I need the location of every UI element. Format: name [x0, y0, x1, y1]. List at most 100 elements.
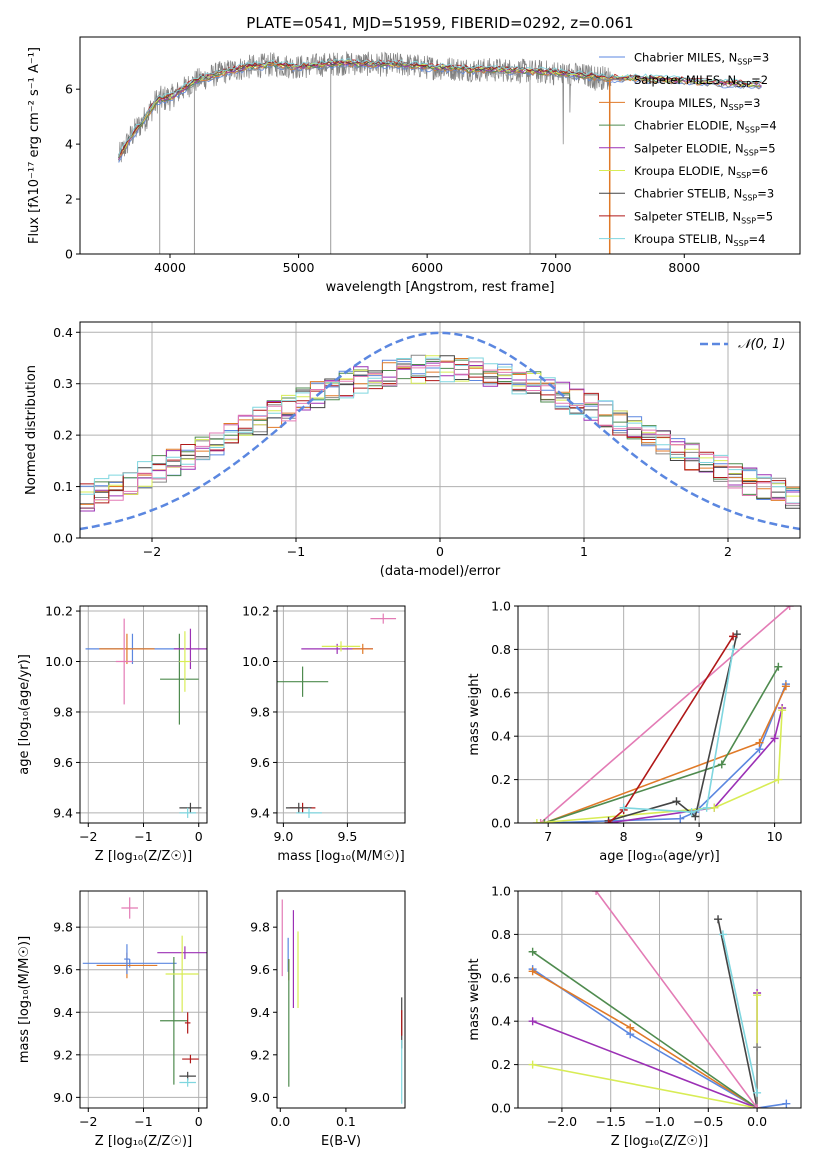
weight-point-marker: [619, 803, 628, 812]
x-tick-label: 9.0: [273, 829, 293, 844]
legend-label: Kroupa ELODIE, NSSP=6: [634, 164, 768, 180]
axes-frame: [517, 890, 802, 1109]
x-tick-label: 7000: [540, 260, 572, 275]
y-tick-label: 0.0: [491, 816, 511, 831]
weight-series-line: [623, 649, 734, 813]
plot-area: [277, 613, 397, 818]
axes-frame: [517, 605, 802, 824]
weight-point-marker: [729, 632, 738, 641]
weight-point-marker: [781, 682, 790, 691]
residual-histogram-panel: −2 −1 0 1 2 0.0 0.1 0.2 0.3 0.4 (data-model)/error…: [24, 321, 801, 579]
y-axis-label: Flux [fλ10⁻¹⁷ erg cm⁻² s⁻¹ A⁻¹]: [27, 47, 42, 244]
mass-vs-metallicity-panel: −2 −1 0 9.0 9.2 9.4 9.6 9.8 Z [log₁₀(Z/Z☉)] mass …: [17, 890, 208, 1149]
plot-area: [82, 897, 207, 1087]
legend-label: Chabrier ELODIE, NSSP=4: [634, 119, 777, 135]
y-tick-label: 9.4: [53, 1005, 73, 1020]
axes-frame: [79, 890, 208, 1109]
y-tick-label: 0.6: [491, 970, 511, 985]
weight-point-marker: [753, 1088, 762, 1097]
weight-point-marker: [691, 812, 700, 821]
plot-area: [80, 331, 800, 531]
legend-label: Kroupa STELIB, NSSP=4: [634, 232, 765, 248]
x-tick-label: 10: [767, 829, 783, 844]
y-tick-label: 9.2: [53, 1047, 73, 1062]
legend-label: Kroupa MILES, NSSP=3: [634, 96, 760, 112]
weight-series-line: [722, 934, 758, 1093]
y-tick-label: 9.4: [53, 805, 73, 820]
x-tick-label: 9.5: [337, 829, 357, 844]
x-tick-label: 0.0: [747, 1114, 767, 1129]
y-tick-label: 9.6: [250, 962, 270, 977]
x-tick-label: 8000: [668, 260, 700, 275]
x-tick-label: 7: [544, 829, 552, 844]
y-tick-label: 9.8: [53, 920, 73, 935]
y-tick-label: 0.2: [491, 1057, 511, 1072]
weight-point-marker: [729, 645, 738, 654]
weight-series-line: [532, 968, 787, 1108]
weight-point-marker: [676, 814, 685, 823]
axes-frame: [276, 890, 406, 1109]
y-tick-label: 0.2: [491, 772, 511, 787]
y-tick-label: 0.4: [491, 729, 511, 744]
x-tick-label: 0: [436, 544, 444, 559]
weight-point-marker: [753, 1104, 762, 1108]
y-tick-label: 9.2: [250, 1047, 270, 1062]
weight-point-marker: [540, 819, 549, 823]
weight-point-marker: [532, 819, 541, 823]
y-tick-label: 9.6: [53, 962, 73, 977]
y-tick-label: 0.6: [491, 685, 511, 700]
x-axis-label: wavelength [Angstrom, rest frame]: [326, 280, 555, 295]
weight-point-marker: [717, 760, 726, 769]
y-tick-label: 1.0: [491, 884, 511, 899]
y-tick-label: 0.4: [491, 1014, 511, 1029]
y-tick-label: 9.4: [250, 805, 270, 820]
x-axis-label: age [log₁₀(age/yr)]: [599, 849, 720, 864]
weight-point-marker: [774, 775, 783, 784]
y-axis-label: mass weight: [467, 958, 482, 1040]
weight-point-marker: [782, 1099, 791, 1108]
weight-series-line: [595, 891, 758, 1108]
weight-point-marker: [687, 808, 696, 817]
weight-series-line: [532, 995, 758, 1108]
plot-area: [528, 891, 791, 1108]
weight-point-marker: [770, 734, 779, 743]
x-tick-label: 0: [195, 829, 203, 844]
y-tick-label: 1.0: [491, 599, 511, 614]
weight-point-marker: [528, 947, 537, 956]
weight-point-marker: [755, 738, 764, 747]
legend-label: Chabrier STELIB, NSSP=3: [634, 187, 774, 203]
x-tick-label: −1: [134, 829, 152, 844]
legend-label: Salpeter ELODIE, NSSP=5: [634, 141, 776, 157]
y-tick-label: 9.4: [250, 1005, 270, 1020]
y-tick-label: 0.1: [53, 479, 73, 494]
weight-point-marker: [528, 967, 537, 976]
x-tick-label: 0.1: [336, 1114, 356, 1129]
x-tick-label: −1: [134, 1114, 152, 1129]
model-spectrum-line: [118, 59, 762, 159]
axes-frame: [79, 321, 801, 539]
x-axis-label: Z [log₁₀(Z/Z☉)]: [95, 1134, 192, 1149]
x-tick-label: 2: [724, 544, 732, 559]
axes-frame: [79, 605, 208, 824]
plot-area: [85, 618, 207, 818]
legend-label: 𝒩(0, 1): [738, 337, 785, 352]
axes-frame: [276, 605, 406, 824]
plot-area: [118, 51, 762, 254]
y-axis-label: mass weight: [467, 673, 482, 755]
legend-label: Chabrier MILES, NSSP=3: [634, 51, 769, 67]
x-tick-label: −1.5: [596, 1114, 626, 1129]
model-spectrum-line: [118, 58, 762, 157]
weight-point-marker: [753, 1043, 762, 1052]
y-tick-label: 9.8: [53, 704, 73, 719]
x-tick-label: 1: [580, 544, 588, 559]
age-vs-metallicity-panel: −2 −1 0 9.4 9.6 9.8 10.0 10.2 Z [log₁₀(Z/Z☉)] age…: [17, 604, 208, 864]
y-tick-label: 9.0: [250, 1090, 270, 1105]
x-tick-label: 0: [195, 1114, 203, 1129]
y-axis-label: Normed distribution: [24, 365, 39, 495]
mass-weight-vs-age-panel: 7 8 9 10 0.0 0.2 0.4 0.6 0.8 1.0 age [log₁₀(age/yr…: [467, 599, 802, 864]
x-tick-label: −2: [79, 829, 97, 844]
x-tick-label: −2: [79, 1114, 97, 1129]
y-tick-label: 2: [65, 192, 73, 207]
weight-point-marker: [710, 803, 719, 812]
y-tick-label: 9.6: [250, 755, 270, 770]
